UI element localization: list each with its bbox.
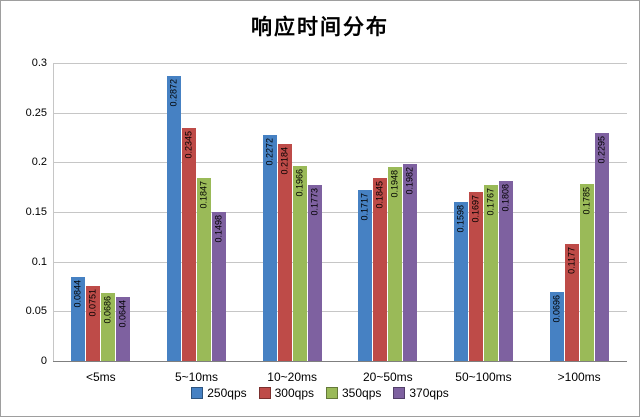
chart-title: 响应时间分布 — [251, 16, 389, 39]
bar-value-label: 0.2872 — [168, 78, 179, 107]
y-tick-label: 0 — [40, 355, 47, 367]
y-tick-label: 0.1 — [31, 255, 47, 268]
y-tick-label: 0.15 — [25, 206, 47, 218]
bar-value-label: 0.0686 — [102, 295, 113, 324]
legend-label: 370qps — [409, 386, 449, 400]
bar-350qps-50~100ms: 0.1767 — [484, 185, 498, 361]
bar-250qps-20~50ms: 0.1717 — [358, 190, 373, 361]
bar-value-label: 0.1845 — [374, 180, 385, 209]
legend-item-300qps: 300qps — [258, 386, 314, 400]
legend-label: 250qps — [207, 386, 247, 400]
bar-value-label: 0.1598 — [455, 205, 466, 233]
bar-value-label: 0.1498 — [213, 215, 224, 243]
bar-value-label: 0.0696 — [551, 294, 562, 323]
bar-300qps-10~20ms: 0.2184 — [277, 144, 292, 361]
bar-250qps->100ms: 0.0696 — [549, 291, 564, 361]
legend-item-350qps: 350qps — [326, 386, 381, 400]
bar-value-label: 0.1982 — [404, 167, 415, 195]
legend: 250qps 300qps 350qps 370qps — [1, 386, 639, 400]
bar-250qps-5~10ms: 0.2872 — [167, 75, 181, 361]
bar-300qps-5~10ms: 0.2345 — [182, 128, 196, 361]
bar-value-label: 0.1966 — [294, 168, 305, 197]
x-category-label: >100ms — [557, 370, 601, 384]
bar-250qps-10~20ms: 0.2272 — [262, 135, 277, 361]
bar-300qps-50~100ms: 0.1697 — [469, 192, 483, 361]
bar-250qps-50~100ms: 0.1598 — [454, 202, 468, 361]
x-category-label: 5~10ms — [174, 370, 218, 384]
gridline — [53, 63, 627, 64]
x-category-label: 10~20ms — [267, 370, 317, 384]
bar-value-label: 0.1717 — [359, 193, 370, 221]
bar-value-label: 0.1773 — [309, 187, 320, 216]
x-category-label: 50~100ms — [455, 370, 512, 384]
y-tick-label: 0.25 — [25, 106, 47, 119]
legend-swatch — [191, 387, 204, 399]
legend-item-250qps: 250qps — [191, 386, 247, 400]
bar-value-label: 0.1177 — [566, 247, 577, 274]
gridline — [53, 162, 627, 164]
bar-value-label: 0.1697 — [470, 195, 481, 223]
bar-value-label: 0.1948 — [389, 170, 400, 199]
bar-300qps-<5ms: 0.0751 — [86, 286, 101, 361]
y-tick-label: 0.2 — [31, 156, 47, 169]
bar-value-label: 0.2295 — [596, 136, 607, 164]
bar-value-label: 0.1808 — [500, 184, 511, 212]
bar-370qps-10~20ms: 0.1773 — [307, 184, 322, 361]
bar-350qps-5~10ms: 0.1847 — [197, 177, 211, 361]
bar-value-label: 0.0844 — [72, 280, 83, 308]
legend-swatch — [258, 387, 271, 399]
bar-370qps-20~50ms: 0.1982 — [403, 164, 418, 361]
bar-350qps-10~20ms: 0.1966 — [292, 165, 307, 361]
bar-350qps-20~50ms: 0.1948 — [388, 167, 403, 361]
y-tick-label: 0.3 — [31, 57, 47, 69]
bar-value-label: 0.2345 — [183, 131, 194, 159]
bar-370qps->100ms: 0.2295 — [594, 133, 609, 361]
bar-value-label: 0.1767 — [485, 188, 496, 216]
bar-value-label: 0.1847 — [198, 180, 209, 209]
legend-item-370qps: 370qps — [393, 386, 449, 400]
bar-300qps-20~50ms: 0.1845 — [373, 177, 388, 361]
bar-370qps-<5ms: 0.0644 — [116, 297, 131, 361]
legend-swatch — [393, 387, 406, 399]
bar-value-label: 0.0751 — [87, 289, 98, 317]
x-category-label: 20~50ms — [362, 370, 413, 384]
gridline — [53, 212, 627, 213]
x-axis-line — [53, 361, 627, 362]
bar-value-label: 0.1785 — [581, 186, 592, 215]
bar-370qps-5~10ms: 0.1498 — [212, 212, 226, 361]
bar-250qps-<5ms: 0.0844 — [71, 277, 86, 361]
gridline — [53, 311, 627, 313]
bar-value-label: 0.0644 — [117, 300, 128, 328]
legend-label: 300qps — [274, 386, 314, 400]
bar-300qps->100ms: 0.1177 — [564, 244, 579, 361]
bar-370qps-50~100ms: 0.1808 — [499, 181, 513, 361]
bar-350qps-<5ms: 0.0686 — [101, 292, 116, 361]
bar-value-label: 0.2272 — [264, 138, 275, 166]
bar-350qps->100ms: 0.1785 — [579, 183, 594, 361]
gridline — [53, 112, 627, 114]
gridline — [53, 261, 627, 263]
y-tick-label: 0.05 — [25, 305, 47, 318]
bar-value-label: 0.2184 — [279, 147, 290, 175]
x-category-label: <5ms — [85, 370, 116, 384]
legend-swatch — [326, 387, 338, 399]
legend-label: 350qps — [342, 386, 382, 400]
